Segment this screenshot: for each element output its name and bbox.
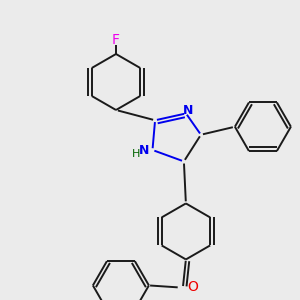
Text: H: H <box>132 149 141 159</box>
Text: F: F <box>112 33 120 47</box>
Text: N: N <box>139 143 150 157</box>
Text: O: O <box>188 280 198 294</box>
Text: N: N <box>183 104 193 117</box>
